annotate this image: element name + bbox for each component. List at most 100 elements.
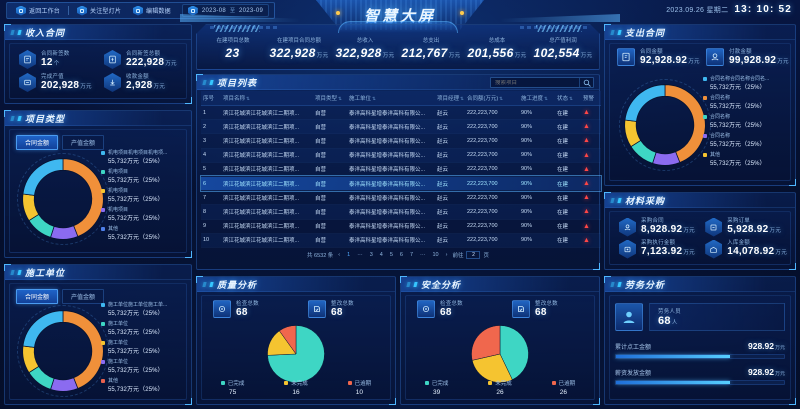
metric-tile[interactable]: 完成产值 202,928万元 <box>13 71 98 94</box>
col-manager[interactable]: 项目经理⇅ <box>435 91 465 106</box>
col-amount[interactable]: 合同额(万元)⇅ <box>465 91 519 106</box>
col-type[interactable]: 项目类型⇅ <box>313 91 347 106</box>
pie-chart-svg <box>471 325 529 383</box>
search-input[interactable] <box>491 79 579 86</box>
expense-contract-donut[interactable] <box>617 77 713 173</box>
pie-slice[interactable] <box>279 325 297 355</box>
metric-tile[interactable]: 收款金额 2,928万元 <box>98 71 183 94</box>
tab-output-amount[interactable]: 产值金额 <box>62 289 105 304</box>
cell-warning[interactable]: ▲ <box>581 119 601 135</box>
construction-unit-donut[interactable] <box>15 303 111 399</box>
warning-icon[interactable]: ▲ <box>583 236 590 244</box>
table-row[interactable]: 5 滨江花城滨江花城滨江二期项... 自营 泰洋高科星增泰洋高科有限公... 赵云 222… <box>201 162 601 177</box>
tab-contract-amount[interactable]: 合同金额 <box>16 289 59 304</box>
kpi-value: 102,554 <box>533 46 580 60</box>
metric-tile[interactable]: 采购订单 5,928.92万元 <box>699 216 787 238</box>
warning-icon[interactable]: ▲ <box>583 222 590 230</box>
cell-unit: 泰洋高科星增泰洋高科有限公... <box>347 233 435 248</box>
metric-tile[interactable]: 采购执行金额 7,123.92万元 <box>613 238 699 260</box>
pie-slice[interactable] <box>471 353 513 383</box>
tab-contract-amount[interactable]: 合同金额 <box>16 135 59 150</box>
warning-icon[interactable]: ▲ <box>583 137 590 145</box>
date-to-value[interactable]: 2023-09 <box>238 7 264 14</box>
table-row[interactable]: 10 滨江花城滨江花城滨江二期项... 自营 泰洋高科星增泰洋高科有限公... 赵云 22… <box>201 233 601 248</box>
warning-icon[interactable]: ▲ <box>583 151 590 159</box>
table-row[interactable]: 9 滨江花城滨江花城滨江二期项... 自营 泰洋高科星增泰洋高科有限公... 赵云 222… <box>201 219 601 234</box>
cell-name: 滨江花城滨江花城滨江二期项... <box>221 204 313 220</box>
metric-unit: 万元 <box>153 83 166 90</box>
table-row[interactable]: 3 滨江花城滨江花城滨江二期项... 自营 泰洋高科星增泰洋高科有限公... 赵云 222… <box>201 133 601 149</box>
cell-warning[interactable]: ▲ <box>581 176 601 192</box>
tab-output-amount[interactable]: 产值金额 <box>62 135 105 150</box>
pagination-prev[interactable]: ‹ <box>338 251 341 258</box>
col-status[interactable]: 状态⇅ <box>555 91 581 106</box>
col-unit[interactable]: 施工单位⇅ <box>347 91 435 106</box>
pagination-page[interactable]: 3 <box>369 251 373 258</box>
col-name[interactable]: 项目名称⇅ <box>221 91 313 106</box>
project-type-donut[interactable] <box>15 151 111 247</box>
search-icon[interactable] <box>579 78 593 87</box>
warning-icon[interactable]: ▲ <box>583 109 590 117</box>
pagination-page[interactable]: 5 <box>389 251 393 258</box>
metric-tile[interactable]: 采购合同 8,928.92万元 <box>613 216 699 238</box>
metric-text: 收款金额 2,928万元 <box>126 74 165 92</box>
metric-tile[interactable]: 付款金额 99,928.92万元 <box>702 47 791 66</box>
metric-tile[interactable]: 合同新签数 12个 <box>13 48 98 71</box>
pie-slice[interactable] <box>499 325 529 381</box>
table-row[interactable]: 2 滨江花城滨江花城滨江二期项... 自营 泰洋高科星增泰洋高科有限公... 赵云 222… <box>201 119 601 135</box>
date-from-value[interactable]: 2023-08 <box>201 7 226 14</box>
pagination-page[interactable]: 10 <box>432 251 439 258</box>
stat-item[interactable]: 检查总数 68 <box>405 299 500 318</box>
pagination-page[interactable]: 7 <box>409 251 413 258</box>
cell-warning[interactable]: ▲ <box>581 219 601 234</box>
legend-value: 26 <box>496 389 504 396</box>
cell-warning[interactable]: ▲ <box>581 190 601 206</box>
quality-pie[interactable] <box>265 323 327 390</box>
stat-item[interactable]: 检查总数 68 <box>201 299 296 318</box>
project-search-box[interactable] <box>490 77 594 88</box>
pagination-goto-input[interactable] <box>466 250 481 259</box>
warning-icon[interactable]: ▲ <box>583 123 590 131</box>
cell-warning[interactable]: ▲ <box>581 233 601 248</box>
table-row[interactable]: 8 滨江花城滨江花城滨江二期项... 自营 泰洋高科星增泰洋高科有限公... 赵云 222… <box>201 204 601 220</box>
metric-tile[interactable]: 合同新签总额 222,928万元 <box>98 48 183 71</box>
table-row[interactable]: 1 滨江花城滨江花城滨江二期项... 自营 泰洋高科星增泰洋高科有限公... 赵云 222… <box>201 105 601 121</box>
header-marker-icon <box>413 281 418 287</box>
warning-icon[interactable]: ▲ <box>583 165 590 173</box>
nav-back-workbench[interactable]: 返回工作台 <box>12 4 64 17</box>
cell-manager: 赵云 <box>435 105 465 121</box>
cell-warning[interactable]: ▲ <box>581 105 601 121</box>
pagination-page[interactable]: 1 <box>347 251 351 258</box>
pagination-page[interactable]: 6 <box>399 251 403 258</box>
cell-warning[interactable]: ▲ <box>581 148 601 163</box>
nav-edit-data[interactable]: 编辑数据 <box>129 4 175 17</box>
warning-icon[interactable]: ▲ <box>583 208 590 216</box>
stat-label: 整改总数 <box>535 301 558 307</box>
col-progress[interactable]: 施工进度⇅ <box>519 91 555 106</box>
warning-icon[interactable]: ▲ <box>583 180 590 188</box>
cell-manager: 赵云 <box>435 176 465 192</box>
metric-label: 合同金额 <box>640 49 663 55</box>
stat-item[interactable]: 整改总数 68 <box>296 299 391 318</box>
pie-slice[interactable] <box>471 325 501 361</box>
cell-warning[interactable]: ▲ <box>581 204 601 220</box>
header-marker-icon <box>10 269 15 275</box>
pagination-page[interactable]: 4 <box>379 251 383 258</box>
nav-focus-slide[interactable]: 关注型灯片 <box>73 4 125 17</box>
table-row[interactable]: 4 滨江花城滨江花城滨江二期项... 自营 泰洋高科星增泰洋高科有限公... 赵云 222… <box>201 148 601 163</box>
stat-item[interactable]: 整改总数 68 <box>500 299 595 318</box>
metric-tile[interactable]: 合同金额 92,928.92万元 <box>609 47 702 66</box>
legend-item: 机电项目 55,732万元（25%） <box>101 187 183 203</box>
pagination-next[interactable]: › <box>445 251 448 258</box>
legend-item: 合同名称 55,732万元（25%） <box>703 132 787 148</box>
kpi-unit: 万元 <box>316 53 329 59</box>
safety-pie[interactable] <box>469 323 531 390</box>
metric-tile[interactable]: 入库金额 14,078.92万元 <box>699 238 787 260</box>
table-row[interactable]: 6 滨江花城滨江花城滨江二期项... 自营 泰洋高科星增泰洋高科有限公... 赵云 222… <box>200 175 602 192</box>
warning-icon[interactable]: ▲ <box>583 194 590 202</box>
cell-warning[interactable]: ▲ <box>581 162 601 177</box>
table-row[interactable]: 7 滨江花城滨江花城滨江二期项... 自营 泰洋高科星增泰洋高科有限公... 赵云 222… <box>201 190 601 206</box>
cell-warning[interactable]: ▲ <box>581 133 601 149</box>
receive-icon <box>104 73 121 92</box>
